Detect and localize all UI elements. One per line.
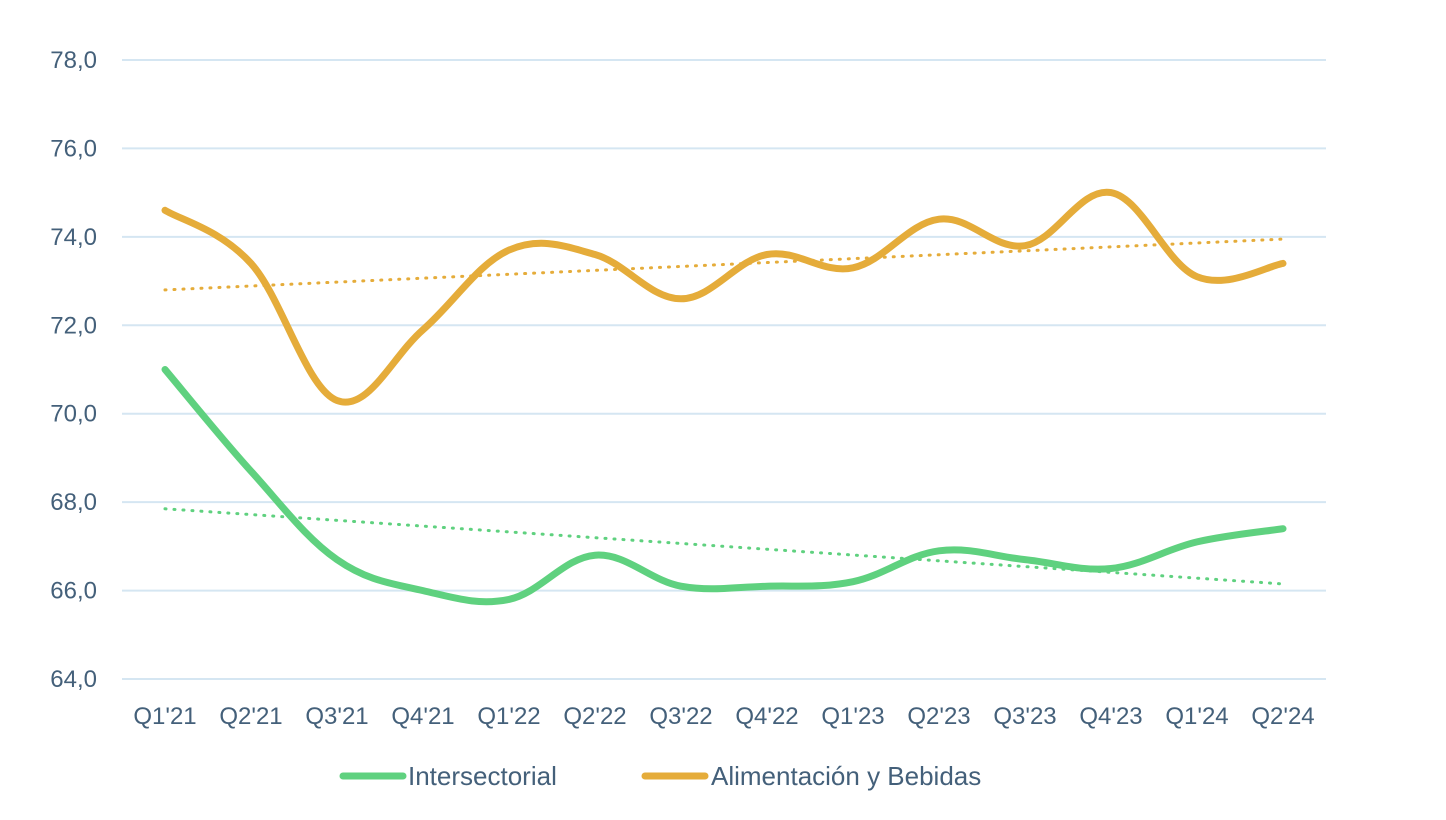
y-tick-label: 70,0 xyxy=(50,401,97,428)
x-tick-label: Q2'22 xyxy=(563,703,626,730)
y-tick-label: 66,0 xyxy=(50,578,97,605)
x-tick-label: Q2'24 xyxy=(1251,703,1314,730)
series-line-0 xyxy=(161,366,1287,606)
x-tick-label: Q3'22 xyxy=(649,703,712,730)
x-tick-label: Q1'23 xyxy=(821,703,884,730)
x-tick-label: Q1'21 xyxy=(133,703,196,730)
grid-lines xyxy=(122,59,1326,680)
x-tick-label: Q4'21 xyxy=(391,703,454,730)
legend-label: Alimentación y Bebidas xyxy=(711,761,981,791)
legend-item: Intersectorial xyxy=(339,761,557,791)
legend-item: Alimentación y Bebidas xyxy=(641,761,981,791)
series-lines xyxy=(161,188,1287,606)
y-axis: 78,0 76,0 74,0 72,0 70,0 68,0 66,0 64,0 xyxy=(50,47,97,693)
series-line-1 xyxy=(161,188,1287,406)
x-tick-label: Q3'21 xyxy=(305,703,368,730)
trendline-1 xyxy=(163,237,1285,292)
legend: Intersectorial Alimentación y Bebidas xyxy=(339,761,981,791)
x-tick-label: Q2'21 xyxy=(219,703,282,730)
legend-label: Intersectorial xyxy=(408,761,557,791)
x-tick-label: Q2'23 xyxy=(907,703,970,730)
x-tick-label: Q4'23 xyxy=(1079,703,1142,730)
x-tick-label: Q3'23 xyxy=(993,703,1056,730)
trendline-0 xyxy=(163,507,1285,586)
y-tick-label: 76,0 xyxy=(50,135,97,162)
x-tick-label: Q1'24 xyxy=(1165,703,1228,730)
y-tick-label: 68,0 xyxy=(50,489,97,516)
y-tick-label: 74,0 xyxy=(50,224,97,251)
y-tick-label: 64,0 xyxy=(50,666,97,693)
x-tick-label: Q1'22 xyxy=(477,703,540,730)
trendlines xyxy=(163,237,1285,586)
y-tick-label: 72,0 xyxy=(50,312,97,339)
y-tick-label: 78,0 xyxy=(50,47,97,74)
x-axis: Q1'21 Q2'21 Q3'21 Q4'21 Q1'22 Q2'22 Q3'22 Q4'22… xyxy=(133,703,1314,730)
x-tick-label: Q4'22 xyxy=(735,703,798,730)
